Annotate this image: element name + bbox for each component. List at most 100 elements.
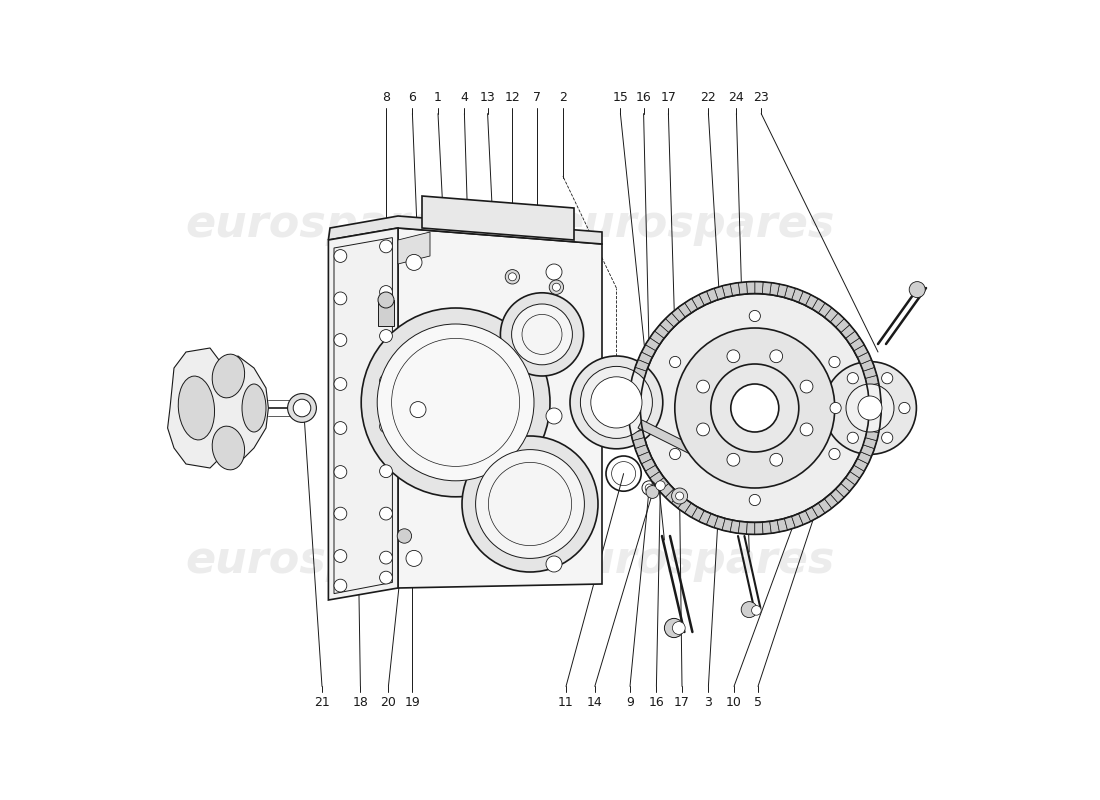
Text: eurospares: eurospares bbox=[185, 202, 466, 246]
Polygon shape bbox=[660, 483, 674, 498]
Circle shape bbox=[858, 396, 882, 420]
Text: 23: 23 bbox=[754, 91, 769, 104]
Polygon shape bbox=[747, 282, 755, 294]
Polygon shape bbox=[846, 471, 860, 485]
Text: 3: 3 bbox=[704, 696, 713, 709]
Polygon shape bbox=[654, 478, 669, 491]
Polygon shape bbox=[762, 522, 771, 534]
Polygon shape bbox=[638, 452, 652, 464]
Circle shape bbox=[829, 448, 840, 459]
Circle shape bbox=[696, 380, 710, 393]
Polygon shape bbox=[777, 518, 788, 532]
Circle shape bbox=[696, 423, 710, 436]
Ellipse shape bbox=[242, 384, 266, 432]
Circle shape bbox=[379, 507, 393, 520]
Polygon shape bbox=[722, 284, 733, 298]
Polygon shape bbox=[671, 494, 685, 508]
Circle shape bbox=[287, 394, 317, 422]
Circle shape bbox=[334, 579, 346, 592]
Text: 7: 7 bbox=[534, 91, 541, 104]
Text: 17: 17 bbox=[674, 696, 690, 709]
Text: eurospares: eurospares bbox=[185, 538, 466, 582]
Polygon shape bbox=[638, 420, 698, 456]
Text: 8: 8 bbox=[382, 91, 390, 104]
Polygon shape bbox=[860, 360, 875, 371]
Circle shape bbox=[881, 432, 893, 443]
Text: 19: 19 bbox=[405, 696, 420, 709]
Polygon shape bbox=[629, 391, 641, 401]
Circle shape bbox=[379, 374, 393, 387]
Circle shape bbox=[751, 606, 761, 615]
Circle shape bbox=[770, 454, 782, 466]
Polygon shape bbox=[650, 331, 664, 345]
Text: 9: 9 bbox=[626, 696, 634, 709]
Polygon shape bbox=[777, 284, 788, 298]
Polygon shape bbox=[850, 466, 865, 478]
Polygon shape bbox=[770, 282, 780, 296]
Text: 2: 2 bbox=[559, 91, 566, 104]
Circle shape bbox=[727, 350, 740, 362]
Polygon shape bbox=[671, 308, 685, 322]
Polygon shape bbox=[654, 325, 669, 338]
Circle shape bbox=[379, 330, 393, 342]
Polygon shape bbox=[632, 438, 647, 449]
Circle shape bbox=[552, 283, 560, 291]
Circle shape bbox=[397, 529, 411, 543]
Circle shape bbox=[664, 618, 683, 638]
Polygon shape bbox=[398, 232, 430, 264]
Circle shape bbox=[646, 486, 659, 498]
Polygon shape bbox=[857, 352, 871, 364]
Circle shape bbox=[800, 423, 813, 436]
Polygon shape bbox=[836, 318, 850, 333]
Polygon shape bbox=[818, 498, 832, 513]
Polygon shape bbox=[646, 338, 660, 350]
Circle shape bbox=[334, 422, 346, 434]
Polygon shape bbox=[629, 423, 642, 433]
Ellipse shape bbox=[212, 426, 244, 470]
Polygon shape bbox=[678, 303, 691, 318]
Polygon shape bbox=[755, 282, 763, 294]
Text: 16: 16 bbox=[636, 91, 651, 104]
Polygon shape bbox=[706, 288, 718, 302]
Polygon shape bbox=[678, 498, 691, 513]
Text: 22: 22 bbox=[701, 91, 716, 104]
Polygon shape bbox=[868, 415, 881, 425]
Polygon shape bbox=[762, 282, 771, 294]
Polygon shape bbox=[738, 522, 747, 534]
Circle shape bbox=[749, 310, 760, 322]
Polygon shape bbox=[866, 375, 879, 386]
Polygon shape bbox=[755, 522, 763, 534]
Polygon shape bbox=[635, 360, 649, 371]
Circle shape bbox=[591, 377, 642, 428]
Polygon shape bbox=[329, 216, 602, 244]
Polygon shape bbox=[629, 383, 642, 393]
Circle shape bbox=[508, 273, 516, 281]
Circle shape bbox=[377, 324, 534, 481]
Circle shape bbox=[824, 362, 916, 454]
Text: 1: 1 bbox=[434, 91, 442, 104]
Polygon shape bbox=[378, 300, 394, 326]
Text: eurospares: eurospares bbox=[553, 202, 835, 246]
Circle shape bbox=[512, 304, 572, 365]
Circle shape bbox=[294, 399, 311, 417]
Text: 18: 18 bbox=[352, 696, 368, 709]
Circle shape bbox=[727, 454, 740, 466]
Text: 5: 5 bbox=[754, 696, 762, 709]
Polygon shape bbox=[638, 352, 652, 364]
Text: 10: 10 bbox=[726, 696, 741, 709]
Circle shape bbox=[379, 420, 393, 433]
Circle shape bbox=[741, 602, 757, 618]
Circle shape bbox=[334, 550, 346, 562]
Polygon shape bbox=[714, 286, 725, 300]
Circle shape bbox=[670, 448, 681, 459]
Circle shape bbox=[770, 350, 782, 362]
Circle shape bbox=[749, 494, 760, 506]
Circle shape bbox=[830, 402, 842, 414]
Polygon shape bbox=[398, 228, 602, 588]
Polygon shape bbox=[792, 288, 803, 302]
Polygon shape bbox=[812, 298, 825, 313]
Circle shape bbox=[379, 286, 393, 298]
Polygon shape bbox=[864, 438, 877, 449]
Polygon shape bbox=[628, 400, 640, 408]
Polygon shape bbox=[830, 489, 844, 503]
